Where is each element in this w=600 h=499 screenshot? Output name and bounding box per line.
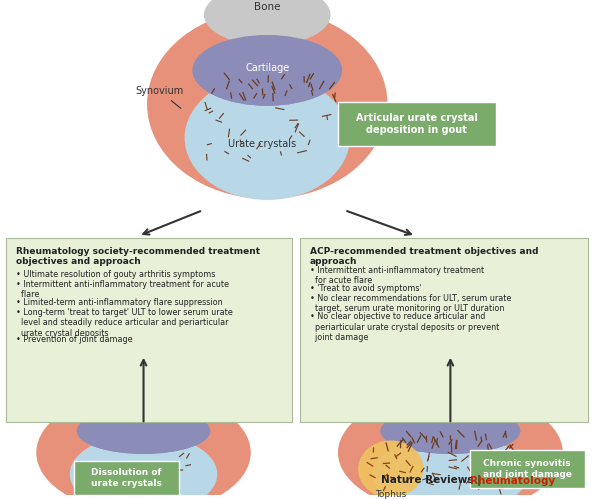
Ellipse shape (70, 435, 217, 499)
Text: • Intermittent anti-inflammatory treatment
  for acute flare: • Intermittent anti-inflammatory treatme… (310, 265, 484, 285)
Text: • Ultimate resolution of gouty arthritis symptoms: • Ultimate resolution of gouty arthritis… (16, 269, 215, 278)
Text: • Prevention of joint damage: • Prevention of joint damage (16, 334, 133, 343)
Text: • Intermittent anti-inflammatory treatment for acute
  flare: • Intermittent anti-inflammatory treatme… (16, 279, 229, 299)
Text: • Long-term 'treat to target' ULT to lower serum urate
  level and steadily redu: • Long-term 'treat to target' ULT to low… (16, 308, 233, 338)
Ellipse shape (392, 376, 509, 415)
Ellipse shape (88, 376, 199, 415)
Text: Rheumatology: Rheumatology (470, 476, 556, 486)
FancyBboxPatch shape (338, 102, 496, 146)
FancyBboxPatch shape (300, 238, 588, 422)
Ellipse shape (205, 0, 330, 44)
Ellipse shape (338, 392, 562, 499)
Text: Tophus: Tophus (375, 490, 406, 499)
Text: ACP-recommended treatment objectives and
approach: ACP-recommended treatment objectives and… (310, 247, 538, 266)
Ellipse shape (193, 36, 341, 105)
Text: Rheumatology society-recommended treatment
objectives and approach: Rheumatology society-recommended treatme… (16, 247, 260, 266)
Ellipse shape (185, 76, 349, 199)
Ellipse shape (77, 409, 209, 453)
FancyBboxPatch shape (470, 450, 584, 488)
Text: • No clear recommendations for ULT, serum urate
  target, serum urate monitoring: • No clear recommendations for ULT, seru… (310, 294, 511, 313)
Text: Articular urate crystal
deposition in gout: Articular urate crystal deposition in go… (356, 113, 478, 135)
FancyBboxPatch shape (6, 238, 292, 422)
Text: Synovium: Synovium (135, 86, 184, 108)
Ellipse shape (359, 441, 423, 497)
Text: Bone: Bone (254, 2, 281, 12)
Text: • No clear objective to reduce articular and
  periarticular urate crystal depos: • No clear objective to reduce articular… (310, 312, 499, 342)
Ellipse shape (374, 435, 527, 499)
Text: • 'Treat to avoid symptoms': • 'Treat to avoid symptoms' (310, 284, 421, 293)
Text: Dissolution of
urate crystals: Dissolution of urate crystals (91, 468, 162, 488)
Text: Urate crystals: Urate crystals (228, 139, 296, 149)
Text: • Limited-term anti-inflammatory flare suppression: • Limited-term anti-inflammatory flare s… (16, 298, 223, 307)
Ellipse shape (148, 10, 387, 198)
Text: Cartilage: Cartilage (245, 63, 289, 73)
Ellipse shape (381, 409, 520, 453)
Text: Nature Reviews |: Nature Reviews | (381, 475, 485, 486)
Ellipse shape (193, 36, 341, 105)
Ellipse shape (381, 409, 520, 453)
Ellipse shape (37, 392, 250, 499)
FancyBboxPatch shape (74, 461, 179, 495)
Ellipse shape (77, 409, 209, 453)
Text: Chronic synovitis
and joint damage: Chronic synovitis and joint damage (482, 460, 572, 479)
